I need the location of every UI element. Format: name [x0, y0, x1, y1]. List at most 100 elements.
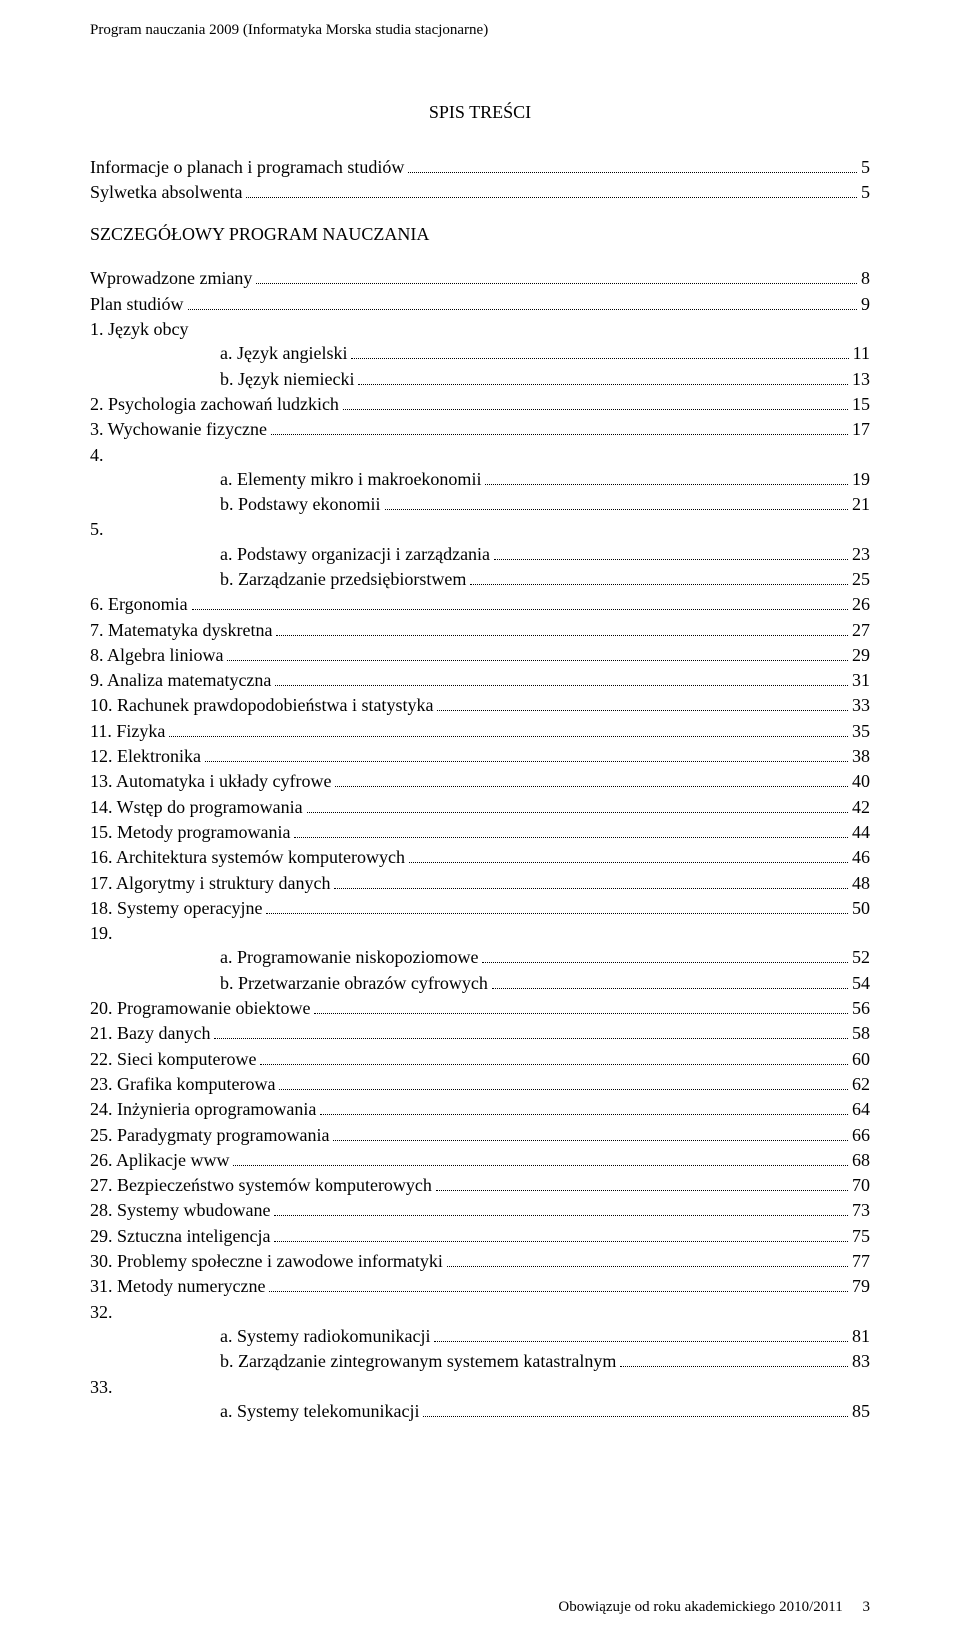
- toc-entry-label: 32.: [90, 1302, 113, 1322]
- toc-entry: 9. Analiza matematyczna 31: [90, 668, 870, 692]
- page-footer: Obowiązuje od roku akademickiego 2010/20…: [558, 1597, 870, 1617]
- toc-entry: 5.: [90, 517, 870, 541]
- toc-entry: 4.: [90, 443, 870, 467]
- toc-entry-page: 60: [852, 1047, 870, 1071]
- toc-leader-dots: [233, 1165, 848, 1166]
- toc-entry-page: 62: [852, 1072, 870, 1096]
- toc-entry-label: 2. Psychologia zachowań ludzkich: [90, 392, 339, 416]
- toc-entry-page: 29: [852, 643, 870, 667]
- toc-entry: 28. Systemy wbudowane 73: [90, 1198, 870, 1222]
- toc-leader-dots: [314, 1013, 848, 1014]
- toc-entry: 19.: [90, 921, 870, 945]
- toc-entry: a. Podstawy organizacji i zarządzania 23: [90, 542, 870, 566]
- toc-entry-label: 8. Algebra liniowa: [90, 643, 223, 667]
- toc-entry: a. Elementy mikro i makroekonomii 19: [90, 467, 870, 491]
- toc-leader-dots: [227, 660, 848, 661]
- toc-entry-page: 44: [852, 820, 870, 844]
- toc-entry: 30. Problemy społeczne i zawodowe inform…: [90, 1249, 870, 1273]
- toc-entry-page: 48: [852, 871, 870, 895]
- toc-entry-label: 4.: [90, 445, 104, 465]
- toc-entry-label: a. Systemy radiokomunikacji: [220, 1324, 430, 1348]
- toc-entry: 23. Grafika komputerowa 62: [90, 1072, 870, 1096]
- toc-entry: 2. Psychologia zachowań ludzkich 15: [90, 392, 870, 416]
- toc-leader-dots: [436, 1190, 848, 1191]
- toc-entry-page: 70: [852, 1173, 870, 1197]
- footer-text: Obowiązuje od roku akademickiego 2010/20…: [558, 1599, 842, 1615]
- toc-entry-page: 77: [852, 1249, 870, 1273]
- toc-leader-dots: [256, 283, 857, 284]
- toc-entry-label: 30. Problemy społeczne i zawodowe inform…: [90, 1249, 443, 1273]
- toc-container: Informacje o planach i programach studió…: [90, 155, 870, 1424]
- toc-title: SPIS TREŚCI: [90, 100, 870, 124]
- toc-entry-page: 46: [852, 845, 870, 869]
- toc-leader-dots: [334, 888, 848, 889]
- toc-entry-label: b. Podstawy ekonomii: [220, 492, 381, 516]
- toc-leader-dots: [320, 1114, 848, 1115]
- toc-leader-dots: [333, 1140, 848, 1141]
- toc-leader-dots: [276, 635, 848, 636]
- toc-leader-dots: [246, 197, 857, 198]
- toc-entry-label: 5.: [90, 519, 104, 539]
- footer-page-number: 3: [863, 1599, 871, 1615]
- toc-entry-label: a. Podstawy organizacji i zarządzania: [220, 542, 490, 566]
- document-page: Program nauczania 2009 (Informatyka Mors…: [0, 0, 960, 1647]
- toc-entry-page: 81: [852, 1324, 870, 1348]
- toc-entry-page: 42: [852, 795, 870, 819]
- toc-entry-label: 20. Programowanie obiektowe: [90, 996, 310, 1020]
- toc-entry-page: 35: [852, 719, 870, 743]
- document-header: Program nauczania 2009 (Informatyka Mors…: [90, 20, 870, 40]
- toc-entry-page: 8: [861, 266, 870, 290]
- toc-entry-label: 3. Wychowanie fizyczne: [90, 417, 267, 441]
- toc-entry-label: b. Zarządzanie przedsiębiorstwem: [220, 567, 466, 591]
- toc-leader-dots: [274, 1241, 848, 1242]
- toc-entry: a. Programowanie niskopoziomowe 52: [90, 945, 870, 969]
- toc-entry: Sylwetka absolwenta 5: [90, 180, 870, 204]
- toc-entry-page: 68: [852, 1148, 870, 1172]
- toc-entry-label: 31. Metody numeryczne: [90, 1274, 265, 1298]
- toc-entry-label: 15. Metody programowania: [90, 820, 290, 844]
- toc-leader-dots: [188, 309, 857, 310]
- toc-leader-dots: [437, 710, 848, 711]
- toc-entry: Informacje o planach i programach studió…: [90, 155, 870, 179]
- toc-entry-label: 27. Bezpieczeństwo systemów komputerowyc…: [90, 1173, 432, 1197]
- toc-entry: 8. Algebra liniowa 29: [90, 643, 870, 667]
- section-heading: SZCZEGÓŁOWY PROGRAM NAUCZANIA: [90, 222, 870, 246]
- toc-leader-dots: [423, 1416, 848, 1417]
- toc-entry-page: 64: [852, 1097, 870, 1121]
- toc-entry-page: 13: [852, 367, 870, 391]
- toc-entry-page: 5: [861, 155, 870, 179]
- toc-entry: 15. Metody programowania 44: [90, 820, 870, 844]
- toc-entry: 10. Rachunek prawdopodobieństwa i statys…: [90, 693, 870, 717]
- toc-entry-page: 58: [852, 1021, 870, 1045]
- toc-entry: 17. Algorytmy i struktury danych 48: [90, 871, 870, 895]
- toc-entry: 12. Elektronika 38: [90, 744, 870, 768]
- toc-entry-label: b. Zarządzanie zintegrowanym systemem ka…: [220, 1349, 616, 1373]
- toc-entry-label: Sylwetka absolwenta: [90, 180, 242, 204]
- toc-entry-label: 13. Automatyka i układy cyfrowe: [90, 769, 331, 793]
- toc-entry-page: 33: [852, 693, 870, 717]
- toc-leader-dots: [279, 1089, 848, 1090]
- toc-entry: 13. Automatyka i układy cyfrowe 40: [90, 769, 870, 793]
- toc-entry-label: 18. Systemy operacyjne: [90, 896, 262, 920]
- toc-entry-label: 24. Inżynieria oprogramowania: [90, 1097, 316, 1121]
- toc-entry-label: 23. Grafika komputerowa: [90, 1072, 275, 1096]
- toc-leader-dots: [408, 172, 857, 173]
- toc-entry: b. Przetwarzanie obrazów cyfrowych 54: [90, 971, 870, 995]
- toc-leader-dots: [485, 484, 848, 485]
- toc-entry: 33.: [90, 1375, 870, 1399]
- toc-entry: 32.: [90, 1300, 870, 1324]
- toc-entry: b. Podstawy ekonomii 21: [90, 492, 870, 516]
- toc-leader-dots: [492, 988, 848, 989]
- toc-leader-dots: [260, 1064, 848, 1065]
- toc-entry: 24. Inżynieria oprogramowania 64: [90, 1097, 870, 1121]
- toc-leader-dots: [214, 1038, 848, 1039]
- toc-entry-page: 54: [852, 971, 870, 995]
- toc-entry: 29. Sztuczna inteligencja 75: [90, 1224, 870, 1248]
- toc-leader-dots: [335, 786, 848, 787]
- toc-entry: b. Zarządzanie zintegrowanym systemem ka…: [90, 1349, 870, 1373]
- toc-entry-label: 25. Paradygmaty programowania: [90, 1123, 329, 1147]
- toc-leader-dots: [434, 1341, 848, 1342]
- toc-entry-label: 6. Ergonomia: [90, 592, 188, 616]
- toc-leader-dots: [275, 685, 848, 686]
- toc-entry-page: 23: [852, 542, 870, 566]
